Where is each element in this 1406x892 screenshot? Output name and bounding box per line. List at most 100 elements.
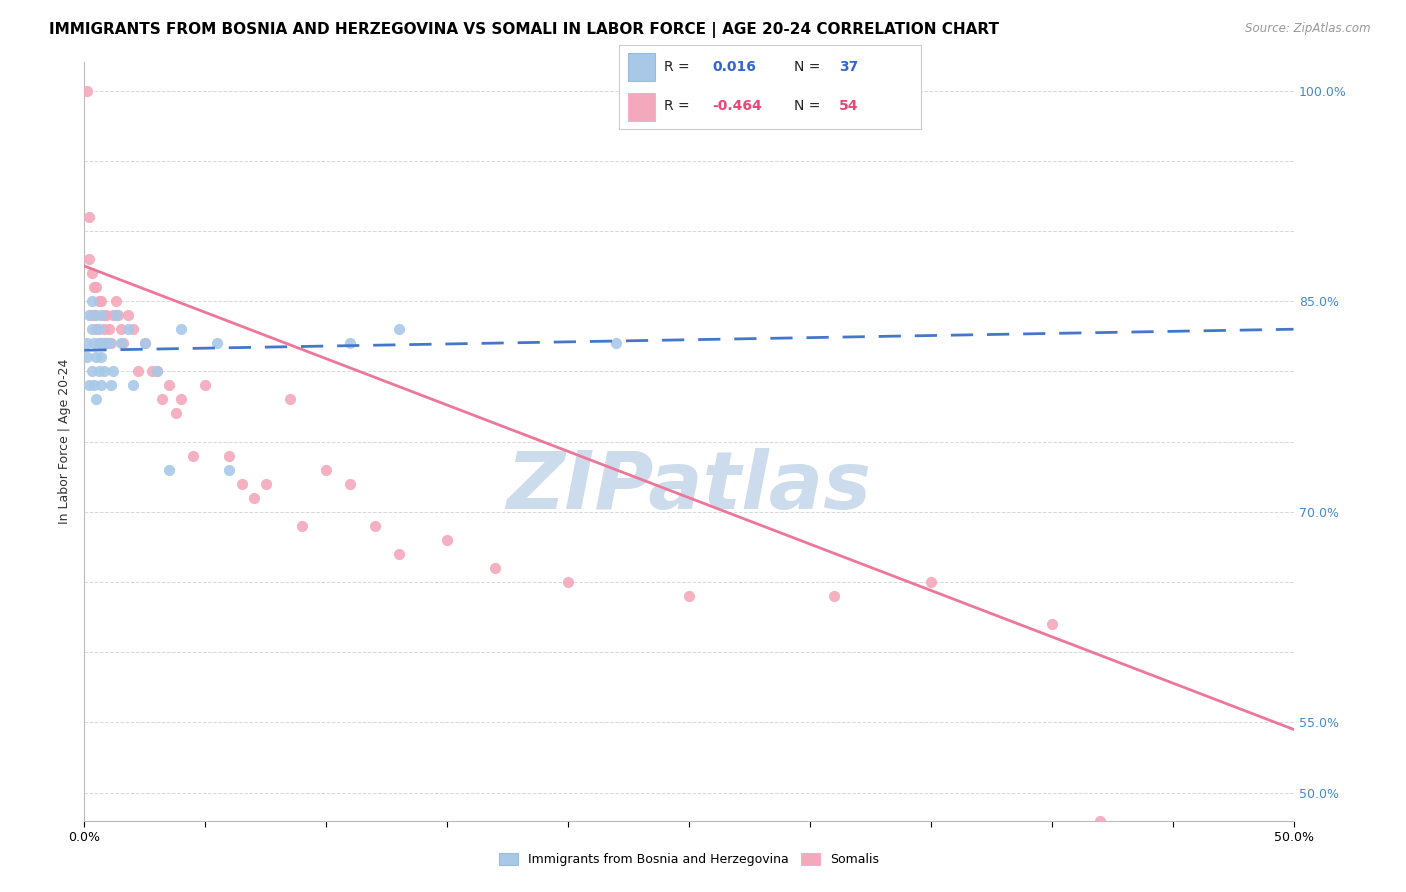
- Point: [218, 462, 240, 476]
- Point: [94, 336, 117, 351]
- Point: [207, 336, 229, 351]
- Text: 37: 37: [839, 61, 859, 74]
- Bar: [627, 54, 655, 81]
- Point: [254, 476, 277, 491]
- Point: [150, 392, 173, 407]
- Point: [112, 336, 135, 351]
- Point: [484, 561, 506, 575]
- Point: [315, 462, 337, 476]
- Point: [218, 449, 240, 463]
- Point: [157, 462, 180, 476]
- Point: [83, 308, 105, 322]
- Point: [103, 308, 125, 322]
- Text: ZIPatlas: ZIPatlas: [506, 448, 872, 526]
- Point: [90, 294, 112, 309]
- Text: N =: N =: [794, 61, 820, 74]
- Text: N =: N =: [794, 100, 820, 113]
- Point: [117, 308, 139, 322]
- Point: [80, 308, 103, 322]
- Point: [76, 351, 98, 365]
- Point: [363, 518, 385, 533]
- Point: [146, 364, 169, 378]
- Point: [678, 589, 700, 603]
- Point: [80, 364, 103, 378]
- Point: [242, 491, 264, 505]
- Point: [93, 322, 115, 336]
- Point: [87, 336, 110, 351]
- Point: [94, 336, 117, 351]
- Point: [1040, 617, 1063, 632]
- Point: [97, 322, 120, 336]
- Text: R =: R =: [664, 100, 689, 113]
- Point: [100, 336, 122, 351]
- Point: [165, 407, 187, 421]
- Point: [278, 392, 301, 407]
- Point: [93, 336, 115, 351]
- Point: [94, 308, 117, 322]
- Point: [86, 351, 108, 365]
- Point: [121, 322, 143, 336]
- Point: [77, 308, 100, 322]
- Point: [90, 308, 112, 322]
- Point: [80, 266, 103, 280]
- Point: [823, 589, 845, 603]
- Point: [121, 378, 143, 392]
- Text: Source: ZipAtlas.com: Source: ZipAtlas.com: [1246, 22, 1371, 36]
- Point: [83, 280, 105, 294]
- Text: 0.016: 0.016: [713, 61, 756, 74]
- Point: [93, 308, 115, 322]
- Point: [231, 476, 253, 491]
- Point: [87, 294, 110, 309]
- Point: [90, 351, 112, 365]
- Point: [83, 378, 105, 392]
- Text: IMMIGRANTS FROM BOSNIA AND HERZEGOVINA VS SOMALI IN LABOR FORCE | AGE 20-24 CORR: IMMIGRANTS FROM BOSNIA AND HERZEGOVINA V…: [49, 22, 1000, 38]
- Point: [170, 322, 193, 336]
- Text: 54: 54: [839, 100, 859, 113]
- Point: [157, 378, 180, 392]
- Point: [141, 364, 163, 378]
- Legend: Immigrants from Bosnia and Herzegovina, Somalis: Immigrants from Bosnia and Herzegovina, …: [494, 848, 884, 871]
- Point: [291, 518, 314, 533]
- Point: [170, 392, 193, 407]
- Point: [87, 336, 110, 351]
- Text: -0.464: -0.464: [713, 100, 762, 113]
- Point: [80, 294, 103, 309]
- Point: [86, 308, 108, 322]
- Point: [90, 336, 112, 351]
- Point: [1088, 814, 1111, 828]
- Point: [194, 378, 217, 392]
- Point: [605, 336, 627, 351]
- Point: [76, 336, 98, 351]
- Text: R =: R =: [664, 61, 689, 74]
- Point: [110, 322, 132, 336]
- Point: [134, 336, 156, 351]
- Point: [93, 364, 115, 378]
- Y-axis label: In Labor Force | Age 20-24: In Labor Force | Age 20-24: [58, 359, 72, 524]
- Point: [86, 280, 108, 294]
- Point: [103, 364, 125, 378]
- Point: [80, 322, 103, 336]
- Point: [920, 574, 942, 589]
- Point: [127, 364, 149, 378]
- Point: [557, 574, 579, 589]
- Point: [77, 378, 100, 392]
- Point: [181, 449, 204, 463]
- Point: [86, 322, 108, 336]
- Point: [87, 322, 110, 336]
- Point: [100, 378, 122, 392]
- Point: [86, 392, 108, 407]
- Point: [90, 378, 112, 392]
- Point: [388, 322, 411, 336]
- Point: [76, 83, 98, 97]
- Bar: [627, 93, 655, 120]
- Point: [104, 308, 127, 322]
- Point: [146, 364, 169, 378]
- Point: [339, 336, 361, 351]
- Point: [97, 336, 120, 351]
- Point: [339, 476, 361, 491]
- Point: [117, 322, 139, 336]
- Point: [107, 308, 129, 322]
- Point: [134, 336, 156, 351]
- Point: [436, 533, 458, 547]
- Point: [388, 547, 411, 561]
